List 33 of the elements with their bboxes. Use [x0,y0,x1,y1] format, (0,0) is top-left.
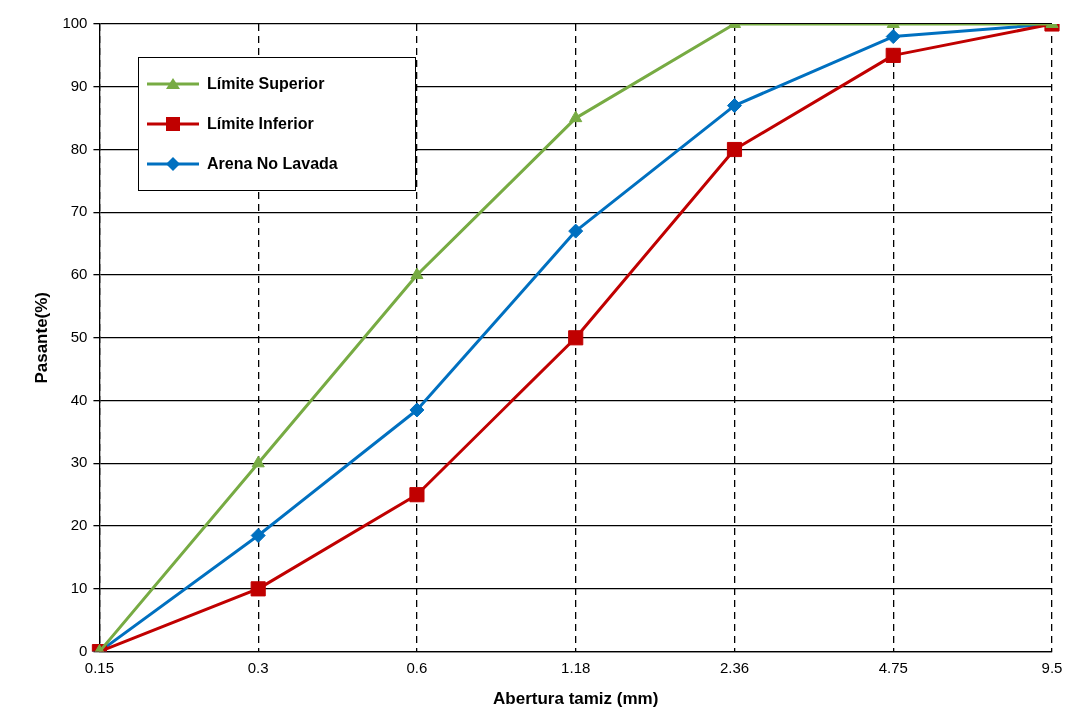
point [250,527,266,543]
point [726,141,743,158]
x-tick-label: 2.36 [719,658,750,676]
legend-label: Límite Superior [207,75,325,93]
x-axis-title: Abertura tamiz (mm) [493,689,659,709]
point [885,47,901,63]
y-tick-label: 90 [70,76,88,94]
y-tick-label: 20 [70,516,88,534]
y-tick-label: 80 [70,139,88,157]
y-axis-title: Pasante(%) [31,291,51,384]
point [409,402,425,418]
y-tick-label: 10 [70,578,88,596]
point [568,330,584,346]
x-tick-label: 1.18 [561,658,591,676]
x-tick-label: 9.5 [1041,658,1063,676]
point [726,98,742,114]
point [885,29,901,45]
y-tick-label: 50 [70,327,88,345]
x-tick-label: 0.3 [247,658,269,676]
y-tick-label: 30 [70,453,88,471]
y-tick-label: 70 [70,202,88,220]
x-tick-label: 4.75 [878,658,908,676]
x-tick-label: 0.6 [406,658,428,676]
y-tick-label: 0 [79,641,88,659]
point [251,455,265,468]
legend-label: Arena No Lavada [207,155,338,173]
point [568,223,584,239]
legend-label: Límite Inferior [207,115,314,133]
y-tick-label: 100 [62,14,88,32]
x-tick-label: 0.15 [84,658,115,676]
y-tick-label: 40 [70,390,88,408]
point [410,267,424,280]
y-tick-label: 60 [70,265,88,283]
